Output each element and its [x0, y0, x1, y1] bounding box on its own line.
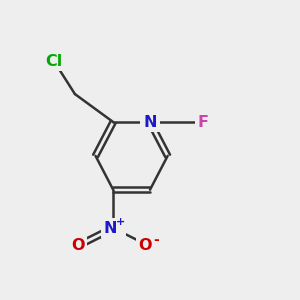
- Text: F: F: [197, 115, 208, 130]
- Text: Cl: Cl: [46, 54, 63, 69]
- Bar: [195, 113, 211, 131]
- Text: -: -: [153, 233, 159, 248]
- Bar: [68, 237, 87, 254]
- Bar: [42, 52, 67, 71]
- Text: N: N: [143, 115, 157, 130]
- Bar: [140, 112, 160, 132]
- Bar: [101, 218, 126, 238]
- Text: N: N: [103, 220, 117, 236]
- Bar: [136, 237, 161, 254]
- Text: O: O: [71, 238, 85, 253]
- Text: +: +: [116, 217, 125, 227]
- Text: O: O: [138, 238, 152, 253]
